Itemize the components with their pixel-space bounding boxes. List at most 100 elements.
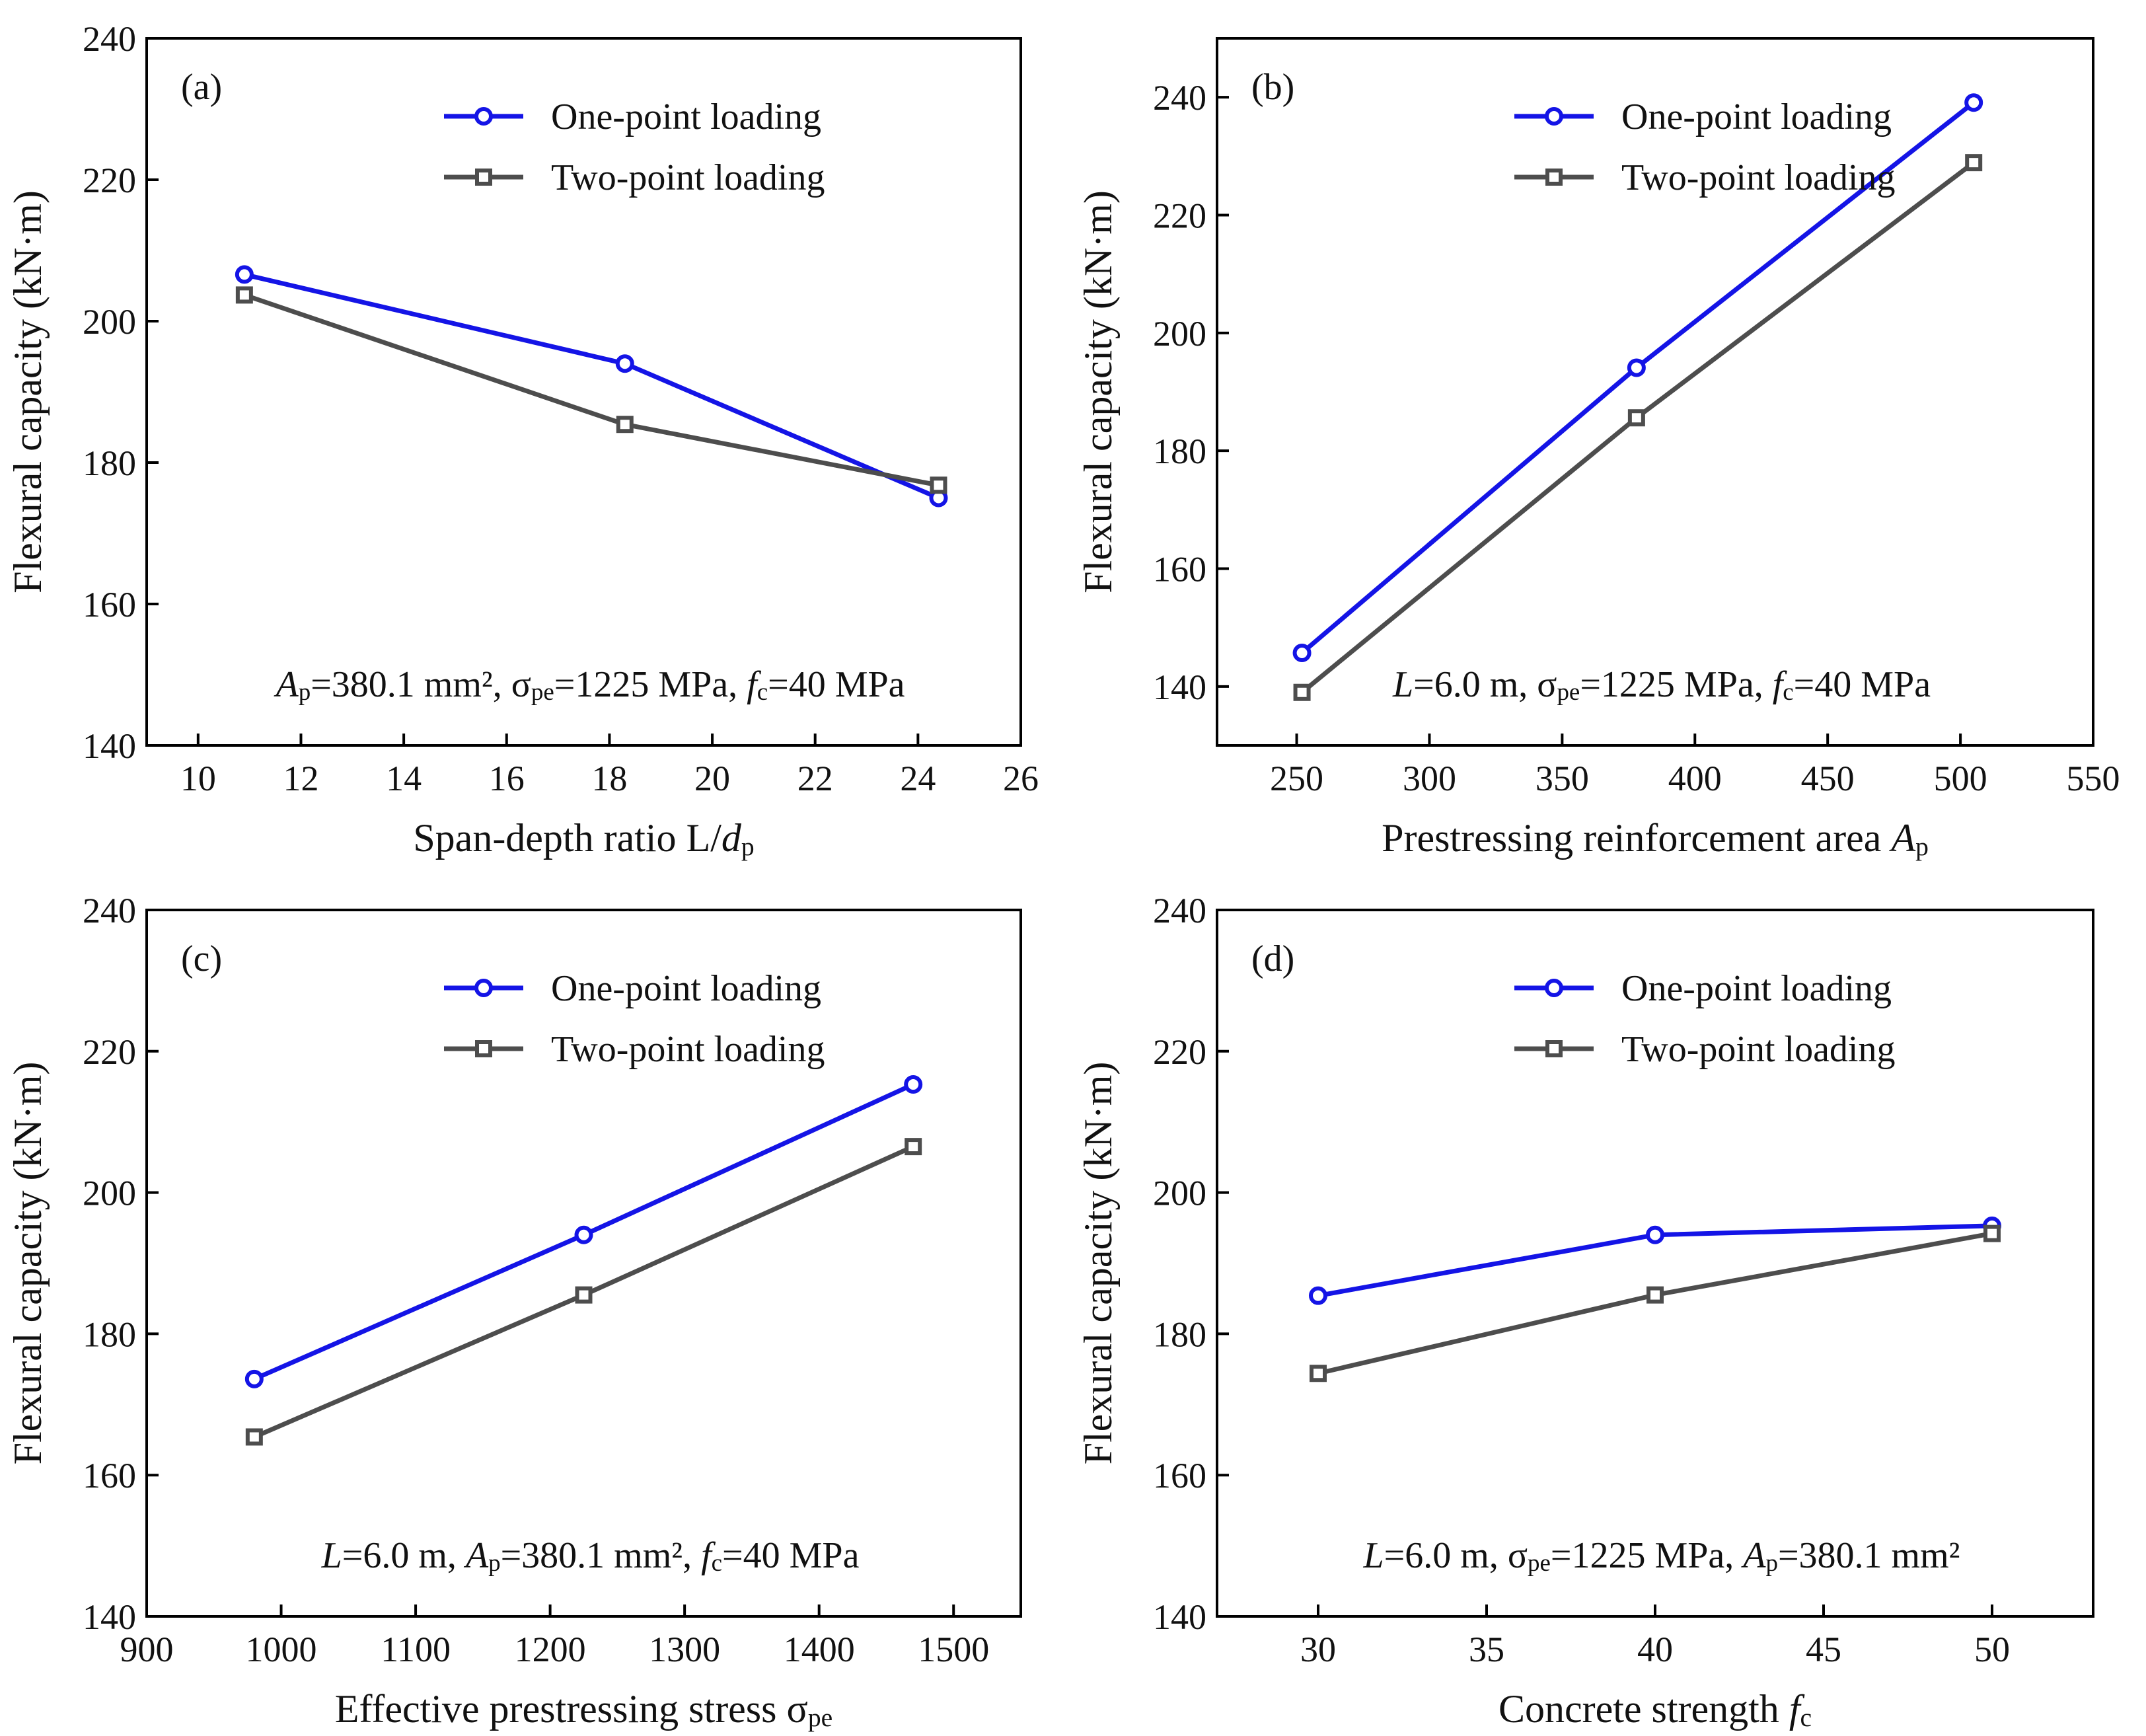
y-tick-label: 160 [1153, 1456, 1206, 1495]
x-tick-label: 26 [1003, 759, 1039, 798]
data-point-one-point [1964, 93, 1983, 112]
x-tick-label: 16 [489, 759, 525, 798]
y-tick-label: 180 [1153, 432, 1206, 471]
legend-item-two-point: Two-point loading [1514, 1029, 1895, 1070]
plot-frame [1216, 37, 2094, 747]
data-point-two-point [235, 286, 253, 304]
data-point-one-point [904, 1075, 923, 1094]
x-tick-label: 30 [1300, 1630, 1336, 1669]
circle-marker-icon [1545, 979, 1563, 997]
x-tick-label: 450 [1801, 759, 1855, 798]
data-point-two-point [245, 1428, 263, 1446]
panel-a: 10 12 14 16 18 20 22 24 26 140 160 180 200 220 240 Span… [6, 19, 1039, 861]
y-tick-label: 140 [83, 726, 136, 766]
y-tick-label: 220 [83, 1032, 136, 1072]
x-tick-label: 18 [591, 759, 627, 798]
x-axis-label: Effective prestressing stress σpe [335, 1687, 832, 1732]
plot-frame [145, 37, 1022, 747]
legend-label: One-point loading [1621, 96, 1892, 137]
parameter-annotation: Ap=380.1 mm², σpe=1225 MPa, fc=40 MPa [274, 664, 905, 705]
y-tick-label: 220 [1153, 196, 1206, 236]
y-tick-label: 240 [83, 19, 136, 59]
y-tick-label: 160 [83, 585, 136, 624]
data-point-two-point [616, 416, 634, 434]
x-tick-label: 1100 [381, 1630, 451, 1669]
x-tick-label: 1000 [246, 1630, 317, 1669]
square-marker-icon [475, 169, 492, 186]
legend-item-one-point: One-point loading [444, 968, 821, 1009]
x-tick-label: 35 [1469, 1630, 1504, 1669]
y-tick-label: 180 [83, 443, 136, 483]
panel-d: 30 35 40 45 50 140 160 180 200 220 240 Concrete str… [1076, 891, 2094, 1732]
x-tick-label: 300 [1403, 759, 1456, 798]
plot-frame [145, 909, 1022, 1618]
legend-label: One-point loading [1621, 968, 1892, 1009]
data-point-one-point [244, 1369, 264, 1388]
data-point-two-point [1646, 1286, 1664, 1304]
legend-label: One-point loading [551, 968, 821, 1009]
x-tick-label: 10 [180, 759, 216, 798]
panel-label: (d) [1251, 938, 1294, 979]
circle-marker-icon [474, 107, 493, 126]
legend-label: Two-point loading [1621, 157, 1895, 198]
data-point-one-point [574, 1225, 593, 1244]
series-line-two-point [1300, 161, 1976, 695]
x-tick-label: 1300 [649, 1630, 720, 1669]
legend-item-two-point: Two-point loading [444, 1029, 825, 1070]
square-marker-icon [1545, 1040, 1563, 1057]
data-point-two-point [575, 1286, 593, 1304]
x-tick-label: 400 [1668, 759, 1722, 798]
x-tick-label: 1400 [784, 1630, 855, 1669]
data-point-one-point [1646, 1225, 1664, 1244]
x-tick-label: 20 [694, 759, 730, 798]
legend-label: One-point loading [551, 96, 821, 137]
y-tick-label: 200 [1153, 314, 1206, 354]
y-tick-label: 240 [83, 891, 136, 930]
x-tick-label: 14 [386, 759, 422, 798]
x-tick-label: 1500 [918, 1630, 989, 1669]
x-axis-label: Prestressing reinforcement area Ap [1382, 816, 1929, 861]
square-marker-icon [475, 1040, 492, 1057]
plot-frame [1216, 909, 2094, 1618]
panel-label: (a) [181, 67, 222, 108]
y-tick-label: 240 [1153, 78, 1206, 118]
y-tick-label: 200 [1153, 1174, 1206, 1213]
square-marker-icon [1545, 169, 1563, 186]
y-axis-label: Flexural capacity (kN·m) [1076, 1062, 1120, 1465]
y-tick-label: 220 [1153, 1032, 1206, 1072]
y-tick-label: 240 [1153, 891, 1206, 930]
y-axis-label: Flexural capacity (kN·m) [1076, 190, 1120, 593]
x-tick-label: 22 [797, 759, 833, 798]
panel-b: 250 300 350 400 450 500 550 140 160 180 200 220 240 P… [1076, 37, 2120, 861]
data-point-two-point [1310, 1365, 1327, 1382]
data-point-one-point [1627, 358, 1646, 377]
y-tick-label: 200 [83, 302, 136, 342]
circle-marker-icon [1545, 107, 1563, 126]
x-tick-label: 350 [1536, 759, 1589, 798]
legend-label: Two-point loading [1621, 1029, 1895, 1070]
circle-marker-icon [474, 979, 493, 997]
data-point-one-point [615, 354, 634, 373]
y-tick-label: 140 [1153, 1597, 1206, 1637]
panel-label: (c) [181, 938, 222, 979]
y-tick-label: 180 [1153, 1314, 1206, 1354]
legend-item-one-point: One-point loading [1514, 968, 1892, 1009]
y-axis-label: Flexural capacity (kN·m) [6, 190, 50, 593]
y-tick-label: 200 [83, 1174, 136, 1213]
x-tick-label: 12 [283, 759, 318, 798]
data-point-two-point [1983, 1225, 2001, 1242]
y-tick-label: 220 [83, 161, 136, 200]
x-tick-label: 1200 [515, 1630, 586, 1669]
x-tick-label: 45 [1806, 1630, 1841, 1669]
data-point-one-point [1292, 644, 1312, 663]
panel-label: (b) [1251, 67, 1294, 108]
x-tick-label: 24 [900, 759, 936, 798]
data-point-two-point [905, 1138, 922, 1156]
data-point-one-point [1309, 1286, 1327, 1305]
x-axis-label: Span-depth ratio L/dp [413, 816, 754, 861]
legend-label: Two-point loading [551, 157, 825, 198]
legend-item-two-point: Two-point loading [444, 157, 825, 198]
x-tick-label: 900 [120, 1630, 174, 1669]
legend-label: Two-point loading [551, 1029, 825, 1070]
